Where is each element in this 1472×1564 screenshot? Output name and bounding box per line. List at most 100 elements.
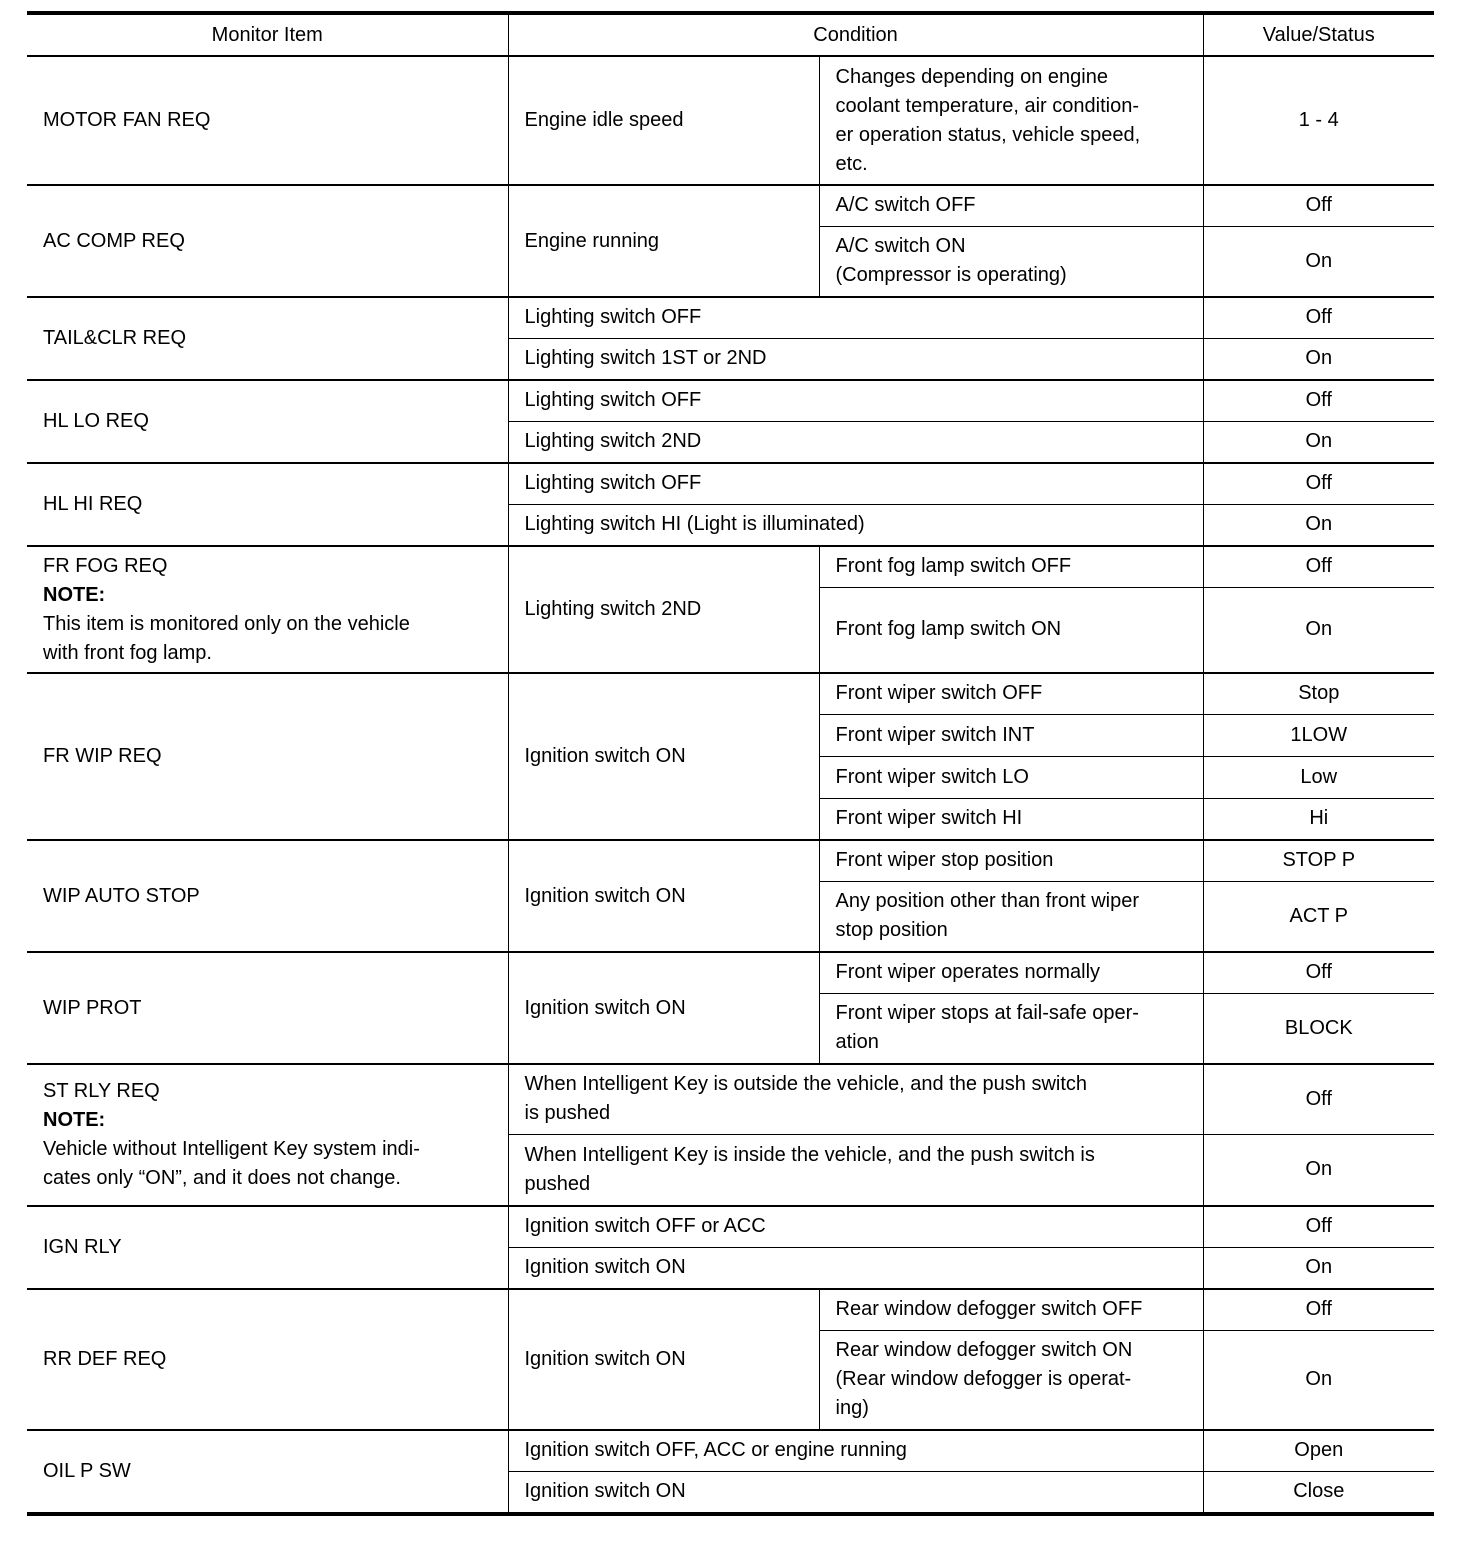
value-status-cell: Off bbox=[1202, 462, 1435, 505]
table-row: Front fog lamp switch ON On bbox=[27, 586, 1435, 674]
monitor-item-cell: AC COMP REQ bbox=[27, 184, 509, 298]
monitor-item-cell: HL LO REQ bbox=[27, 379, 509, 464]
condition-cell: Ignition switch ON bbox=[508, 1246, 1204, 1290]
monitor-item-cell: FR WIP REQ bbox=[27, 672, 509, 841]
condition-cell: Lighting switch OFF bbox=[507, 462, 1204, 505]
value-status-cell: Off bbox=[1202, 296, 1435, 339]
note-text: This item is monitored only on the vehic… bbox=[43, 612, 410, 664]
monitor-item-name: OIL P SW bbox=[43, 1460, 131, 1482]
value-status-cell: On bbox=[1202, 225, 1435, 298]
condition-cell: Ignition switch ON bbox=[507, 951, 820, 1065]
value-status-cell: On bbox=[1202, 1329, 1435, 1431]
sub-condition-cell: Rear window defogger switch OFF bbox=[818, 1288, 1204, 1331]
value-status-cell: Off bbox=[1202, 951, 1435, 994]
header-value-status: Value/Status bbox=[1202, 11, 1435, 57]
monitor-item-name: HL HI REQ bbox=[43, 493, 143, 515]
sub-condition-cell: Changes depending on engine coolant temp… bbox=[818, 55, 1204, 186]
value-status-cell: 1 - 4 bbox=[1202, 55, 1435, 186]
value-status-cell: Off bbox=[1202, 184, 1435, 227]
value-status-cell: Stop bbox=[1202, 672, 1435, 715]
monitor-item-name: HL LO REQ bbox=[43, 410, 149, 432]
monitor-item-name: RR DEF REQ bbox=[43, 1348, 167, 1370]
monitor-item-cell: IGN RLY bbox=[27, 1205, 509, 1290]
sub-condition-cell: Front fog lamp switch ON bbox=[819, 586, 1204, 674]
table-row: Front wiper switch LO Low bbox=[27, 755, 1435, 799]
monitor-item-cell: TAIL&CLR REQ bbox=[27, 296, 509, 381]
note-text: Vehicle without Intelligent Key system i… bbox=[43, 1138, 420, 1189]
table-row: Any position other than front wiper stop… bbox=[27, 880, 1435, 953]
condition-cell: Ignition switch OFF, ACC or engine runni… bbox=[507, 1429, 1204, 1472]
value-status-cell: Off bbox=[1202, 545, 1435, 588]
sub-condition-cell: A/C switch OFF bbox=[818, 184, 1204, 227]
sub-condition-cell: Front wiper switch INT bbox=[819, 713, 1204, 757]
sub-condition-cell: Front wiper switch LO bbox=[819, 755, 1204, 799]
table-row: Lighting switch 1ST or 2ND On bbox=[27, 337, 1435, 381]
condition-cell: Ignition switch ON bbox=[508, 1470, 1204, 1516]
value-status-cell: Hi bbox=[1202, 797, 1435, 841]
header-monitor-item: Monitor Item bbox=[27, 11, 509, 57]
value-status-cell: Off bbox=[1202, 1205, 1435, 1248]
value-status-cell: Open bbox=[1202, 1429, 1435, 1472]
table-row: IGN RLY Ignition switch OFF or ACC Off bbox=[27, 1205, 1435, 1290]
value-status-cell: On bbox=[1202, 586, 1435, 674]
table-row: FR WIP REQ Ignition switch ON Front wiper … bbox=[27, 672, 1435, 841]
monitor-item-name: IGN RLY bbox=[43, 1236, 122, 1258]
table-row: Lighting switch HI (Light is illuminated… bbox=[27, 503, 1435, 547]
table-row: FR FOG REQ NOTE: This item is monitored on… bbox=[27, 545, 1435, 674]
monitor-item-name: ST RLY REQ bbox=[43, 1080, 160, 1102]
table-row: RR DEF REQ Ignition switch ON Rear window … bbox=[27, 1288, 1435, 1431]
condition-cell: Lighting switch 2ND bbox=[508, 420, 1204, 464]
table-row: Front wiper switch INT 1LOW bbox=[27, 713, 1435, 757]
sub-condition-cell: A/C switch ON (Compressor is operating) bbox=[819, 225, 1204, 298]
table-row: ST RLY REQ NOTE: Vehicle without Intellige… bbox=[27, 1063, 1435, 1207]
monitor-item-cell: HL HI REQ bbox=[27, 462, 509, 547]
condition-cell: Ignition switch ON bbox=[507, 839, 820, 953]
table-row: Ignition switch ON On bbox=[27, 1246, 1435, 1290]
table-row: HL HI REQ Lighting switch OFF Off bbox=[27, 462, 1435, 547]
monitor-item-name: MOTOR FAN REQ bbox=[43, 109, 211, 131]
condition-cell: Lighting switch OFF bbox=[507, 379, 1204, 422]
condition-cell: When Intelligent Key is outside the vehi… bbox=[507, 1063, 1204, 1135]
monitor-item-name: FR WIP REQ bbox=[43, 745, 162, 767]
value-status-cell: Off bbox=[1202, 1063, 1435, 1135]
monitor-item-name: FR FOG REQ bbox=[43, 554, 168, 577]
table-row: Front wiper stops at fail-safe oper- ati… bbox=[27, 992, 1435, 1065]
condition-cell: Ignition switch ON bbox=[507, 672, 820, 841]
table-row: OIL P SW Ignition switch OFF, ACC or engi… bbox=[27, 1429, 1435, 1516]
value-status-cell: STOP P bbox=[1202, 839, 1435, 882]
monitor-item-cell: FR FOG REQ NOTE: This item is monitored on… bbox=[27, 545, 509, 674]
value-status-cell: Close bbox=[1202, 1470, 1435, 1516]
value-status-cell: Low bbox=[1202, 755, 1435, 799]
sub-condition-cell: Any position other than front wiper stop… bbox=[819, 880, 1204, 953]
table-row: When Intelligent Key is inside the vehic… bbox=[27, 1133, 1435, 1207]
monitor-item-cell: ST RLY REQ NOTE: Vehicle without Intellige… bbox=[27, 1063, 509, 1207]
sub-condition-cell: Front wiper switch HI bbox=[819, 797, 1204, 841]
condition-cell: Lighting switch OFF bbox=[507, 296, 1204, 339]
note-label: NOTE: bbox=[43, 583, 106, 606]
value-status-cell: On bbox=[1202, 337, 1435, 381]
condition-cell: Lighting switch 2ND bbox=[507, 545, 820, 674]
monitor-item-table: Monitor Item Condition Value/Status MOTO… bbox=[27, 11, 1435, 1516]
table-row: Lighting switch 2ND On bbox=[27, 420, 1435, 464]
sub-condition-cell: Rear window defogger switch ON (Rear win… bbox=[819, 1329, 1204, 1431]
monitor-item-cell: WIP PROT bbox=[27, 951, 509, 1065]
table-row: WIP AUTO STOP Ignition switch ON Front wip… bbox=[27, 839, 1435, 953]
note-label: NOTE: bbox=[43, 1109, 106, 1131]
monitor-item-cell: OIL P SW bbox=[27, 1429, 509, 1516]
condition-cell: Ignition switch OFF or ACC bbox=[507, 1205, 1204, 1248]
monitor-item-cell: MOTOR FAN REQ bbox=[27, 55, 509, 186]
header-condition: Condition bbox=[507, 11, 1204, 57]
sub-condition-cell: Front wiper stop position bbox=[818, 839, 1204, 882]
sub-condition-cell: Front wiper switch OFF bbox=[818, 672, 1204, 715]
value-status-cell: On bbox=[1202, 1133, 1435, 1207]
value-status-cell: 1LOW bbox=[1202, 713, 1435, 757]
monitor-item-cell: WIP AUTO STOP bbox=[27, 839, 509, 953]
header-row: Monitor Item Condition Value/Status bbox=[27, 11, 1435, 57]
value-status-cell: Off bbox=[1202, 1288, 1435, 1331]
monitor-item-name: WIP AUTO STOP bbox=[43, 884, 200, 907]
table-row: TAIL&CLR REQ Lighting switch OFF Off bbox=[27, 296, 1435, 381]
condition-cell: Engine idle speed bbox=[507, 55, 820, 186]
value-status-cell: Off bbox=[1202, 379, 1435, 422]
table-row: Rear window defogger switch ON (Rear win… bbox=[27, 1329, 1435, 1431]
condition-cell: Engine running bbox=[507, 184, 820, 298]
